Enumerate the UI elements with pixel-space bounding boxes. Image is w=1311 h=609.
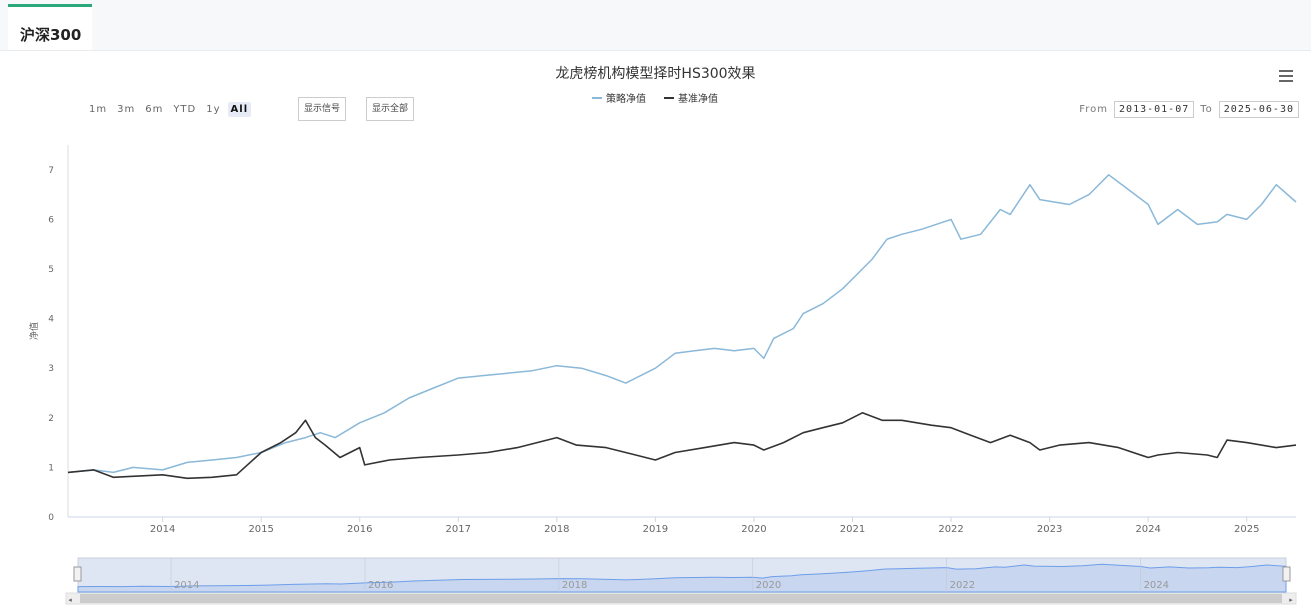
tab-hs300[interactable]: 沪深300 bbox=[8, 4, 92, 50]
navigator-tick-label: 2018 bbox=[562, 580, 587, 591]
x-tick-label: 2015 bbox=[248, 524, 273, 535]
scroll-right-arrow-icon[interactable]: ▸ bbox=[1289, 596, 1293, 604]
from-label: From bbox=[1079, 104, 1109, 115]
scroll-left-arrow-icon[interactable]: ◂ bbox=[68, 596, 72, 604]
chart-panel bbox=[16, 51, 1308, 609]
x-tick-label: 2022 bbox=[938, 524, 963, 535]
range-6m-button[interactable]: 6m bbox=[145, 104, 164, 115]
to-label: To bbox=[1200, 104, 1213, 115]
date-range: From 2013-01-07 To 2025-06-30 bbox=[1079, 101, 1299, 118]
range-ytd-button[interactable]: YTD bbox=[173, 104, 197, 115]
range-1m-button[interactable]: 1m bbox=[89, 104, 108, 115]
navigator-tick-label: 2024 bbox=[1144, 580, 1169, 591]
y-tick-label: 4 bbox=[48, 315, 54, 325]
show-all-button[interactable]: 显示全部 bbox=[366, 97, 415, 121]
range-all-button[interactable]: All bbox=[227, 102, 252, 117]
y-tick-label: 6 bbox=[48, 215, 54, 225]
navigator-tick-label: 2014 bbox=[174, 580, 199, 591]
navigator-left-handle[interactable] bbox=[73, 566, 82, 582]
chart-title: 龙虎榜机构模型择时HS300效果 bbox=[555, 66, 756, 82]
y-tick-label: 3 bbox=[48, 364, 54, 374]
hamburger-menu-icon[interactable] bbox=[1279, 70, 1293, 82]
x-tick-label: 2025 bbox=[1234, 524, 1259, 535]
navigator-tick-label: 2020 bbox=[756, 580, 781, 591]
show-signals-button[interactable]: 显示信号 bbox=[298, 97, 347, 121]
range-selector: 1m 3m 6m YTD 1y All bbox=[86, 102, 252, 117]
x-tick-label: 2024 bbox=[1135, 524, 1160, 535]
chart-legend: 策略净值 基准净值 bbox=[592, 90, 718, 105]
legend-item-strategy[interactable]: 策略净值 bbox=[592, 90, 646, 105]
navigator-tick-label: 2016 bbox=[368, 580, 393, 591]
legend-label-strategy: 策略净值 bbox=[606, 94, 646, 105]
y-tick-label: 7 bbox=[48, 166, 54, 176]
tab-bar bbox=[0, 0, 1311, 51]
y-tick-label: 5 bbox=[48, 265, 54, 275]
y-tick-label: 2 bbox=[48, 414, 54, 424]
x-tick-label: 2023 bbox=[1037, 524, 1062, 535]
y-axis-label: 净值 bbox=[28, 322, 40, 340]
tab-label: 沪深300 bbox=[20, 26, 82, 44]
x-tick-label: 2021 bbox=[840, 524, 865, 535]
x-tick-label: 2016 bbox=[347, 524, 372, 535]
legend-swatch-strategy bbox=[592, 96, 602, 99]
x-tick-label: 2017 bbox=[446, 524, 471, 535]
from-date-input[interactable]: 2013-01-07 bbox=[1114, 101, 1195, 118]
x-tick-label: 2014 bbox=[150, 524, 175, 535]
x-tick-label: 2019 bbox=[643, 524, 668, 535]
x-tick-label: 2018 bbox=[544, 524, 569, 535]
y-tick-label: 0 bbox=[48, 513, 54, 523]
navigator-tick-label: 2022 bbox=[950, 580, 975, 591]
to-date-input[interactable]: 2025-06-30 bbox=[1218, 101, 1299, 118]
range-3m-button[interactable]: 3m bbox=[117, 104, 136, 115]
scrollbar-thumb[interactable] bbox=[80, 594, 1282, 603]
legend-swatch-benchmark bbox=[664, 96, 674, 99]
series-line-benchmark bbox=[67, 412, 1297, 480]
series-line-strategy bbox=[67, 174, 1297, 474]
x-tick-label: 2020 bbox=[741, 524, 766, 535]
legend-item-benchmark[interactable]: 基准净值 bbox=[664, 90, 718, 105]
range-1y-button[interactable]: 1y bbox=[206, 104, 221, 115]
y-tick-label: 1 bbox=[48, 463, 54, 473]
navigator-right-handle[interactable] bbox=[1282, 566, 1291, 582]
legend-label-benchmark: 基准净值 bbox=[678, 94, 718, 105]
navigator-series bbox=[77, 563, 1287, 593]
